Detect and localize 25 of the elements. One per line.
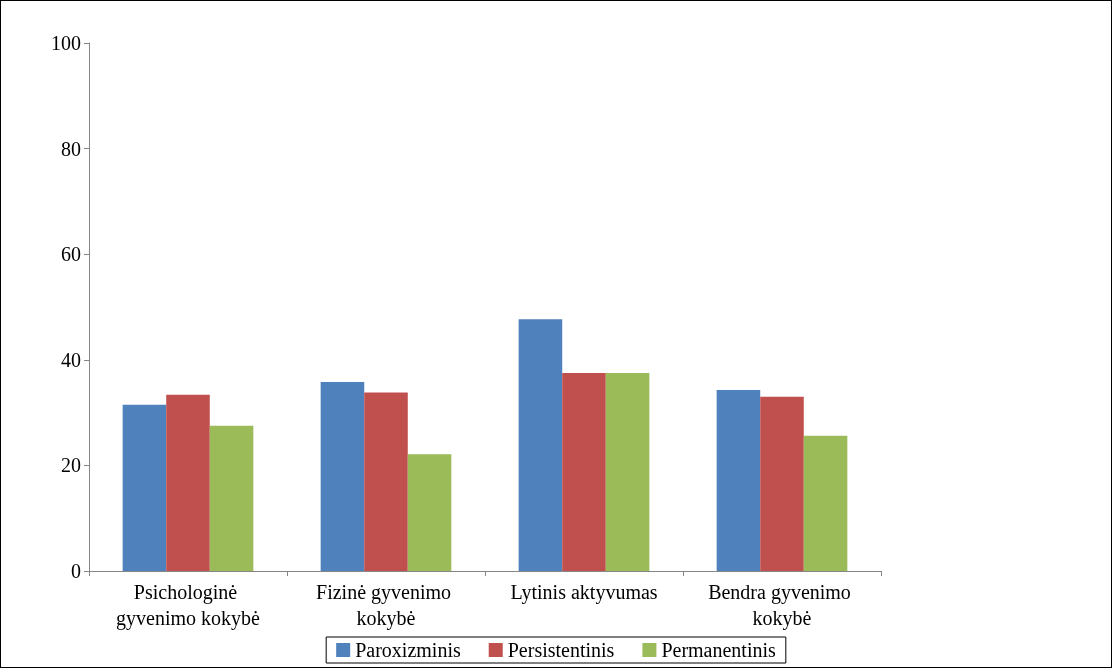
bar (518, 319, 563, 571)
x-tick-label: Lytinis aktyvumas (510, 581, 658, 604)
bar (364, 392, 408, 571)
x-tick-label: Bendra gyvenimo kokybė (708, 581, 856, 630)
bar (122, 404, 167, 571)
legend-label: Persistentinis (507, 639, 615, 661)
bar (320, 381, 365, 571)
x-tick-label: Psichologinė gyvenimo kokybė (116, 581, 261, 630)
y-tick-label: 40 (61, 348, 81, 371)
y-tick-label: 20 (61, 454, 81, 477)
bar (166, 394, 210, 571)
bar (716, 389, 761, 571)
bar (407, 454, 452, 571)
y-tick-label: 0 (71, 560, 81, 582)
x-tick-label: Fizinė gyvenimo kokybė (316, 581, 456, 630)
bar (803, 435, 848, 571)
y-tick-label: 100 (51, 32, 81, 54)
bar (760, 396, 804, 571)
y-tick-label: 80 (61, 137, 81, 160)
bar (209, 425, 254, 571)
legend-label: Paroxizminis (355, 639, 461, 661)
y-tick-label: 60 (61, 243, 81, 266)
bar (605, 373, 650, 571)
bar (562, 373, 606, 571)
legend-label: Permanentinis (661, 639, 777, 661)
